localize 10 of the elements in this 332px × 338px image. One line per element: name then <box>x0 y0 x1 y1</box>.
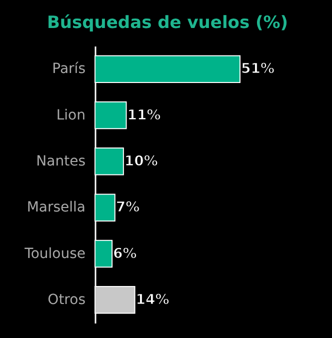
y-tick-label: Otros <box>48 292 86 308</box>
y-tick-label: Marsella <box>26 200 86 216</box>
data-label: 7% <box>116 200 140 216</box>
y-tick-label: París <box>52 61 86 78</box>
y-tick-label: Toulouse <box>24 246 86 262</box>
data-label: 6% <box>113 246 137 262</box>
chart-title: Búsquedas de vuelos (%) <box>46 13 288 33</box>
y-tick-label: Lion <box>56 107 86 124</box>
y-tick-label: Nantes <box>36 153 86 170</box>
data-label: 10% <box>124 153 158 170</box>
